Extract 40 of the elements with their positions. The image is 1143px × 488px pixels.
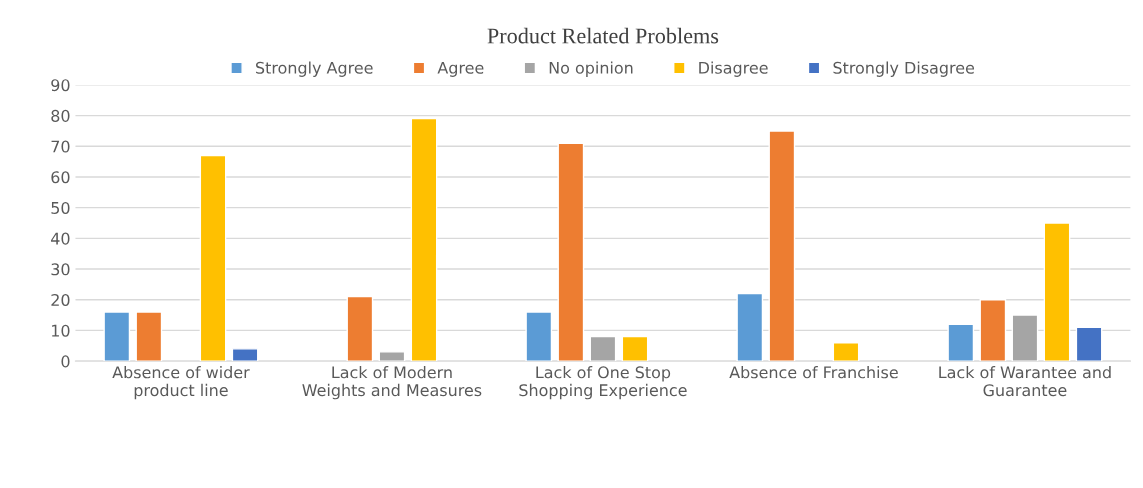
y-tick-label: 10 [52,324,70,337]
bar [135,311,163,362]
x-tick-label: Lack of Warantee and Guarantee [939,365,1111,397]
y-tick-label: 50 [51,201,70,214]
y-tick-label: 90 [51,79,70,92]
legend-label: Agree [437,61,484,77]
bar [947,323,975,362]
bar [589,335,617,362]
bar [1043,222,1071,362]
chart-title: Product Related Problems [487,27,719,44]
legend-label: Strongly Disagree [833,61,975,77]
y-tick-label: 70 [51,140,70,153]
x-tick-label: Lack of Modern Weights and Measures [302,365,482,400]
bar [557,142,585,362]
y-tick-label: 60 [51,171,70,184]
legend-label: Disagree [699,61,768,77]
bar [1011,314,1039,362]
bar [768,130,796,362]
x-tick-label: Lack of One Stop Shopping Experience [519,365,687,400]
bar [199,154,227,362]
bar [621,335,649,362]
x-tick-label: Absence of Franchise [729,365,898,379]
legend-label: Strongly Agree [256,61,373,77]
y-tick-label: 30 [51,263,70,276]
bar [410,117,438,362]
bar [231,348,259,362]
bar [1075,326,1103,362]
bar [346,295,374,362]
y-tick-label: 0 [61,355,70,368]
bar [103,311,131,362]
y-tick-label: 80 [51,109,70,122]
y-tick-label: 20 [51,293,70,307]
bar [832,342,860,362]
y-tick-label: 40 [51,232,70,245]
bar [525,311,553,362]
legend-label: No opinion [549,61,633,77]
bar [979,299,1007,362]
bar [378,351,406,362]
bar [736,292,764,362]
x-tick-label: Absence of wider product line [112,365,250,400]
